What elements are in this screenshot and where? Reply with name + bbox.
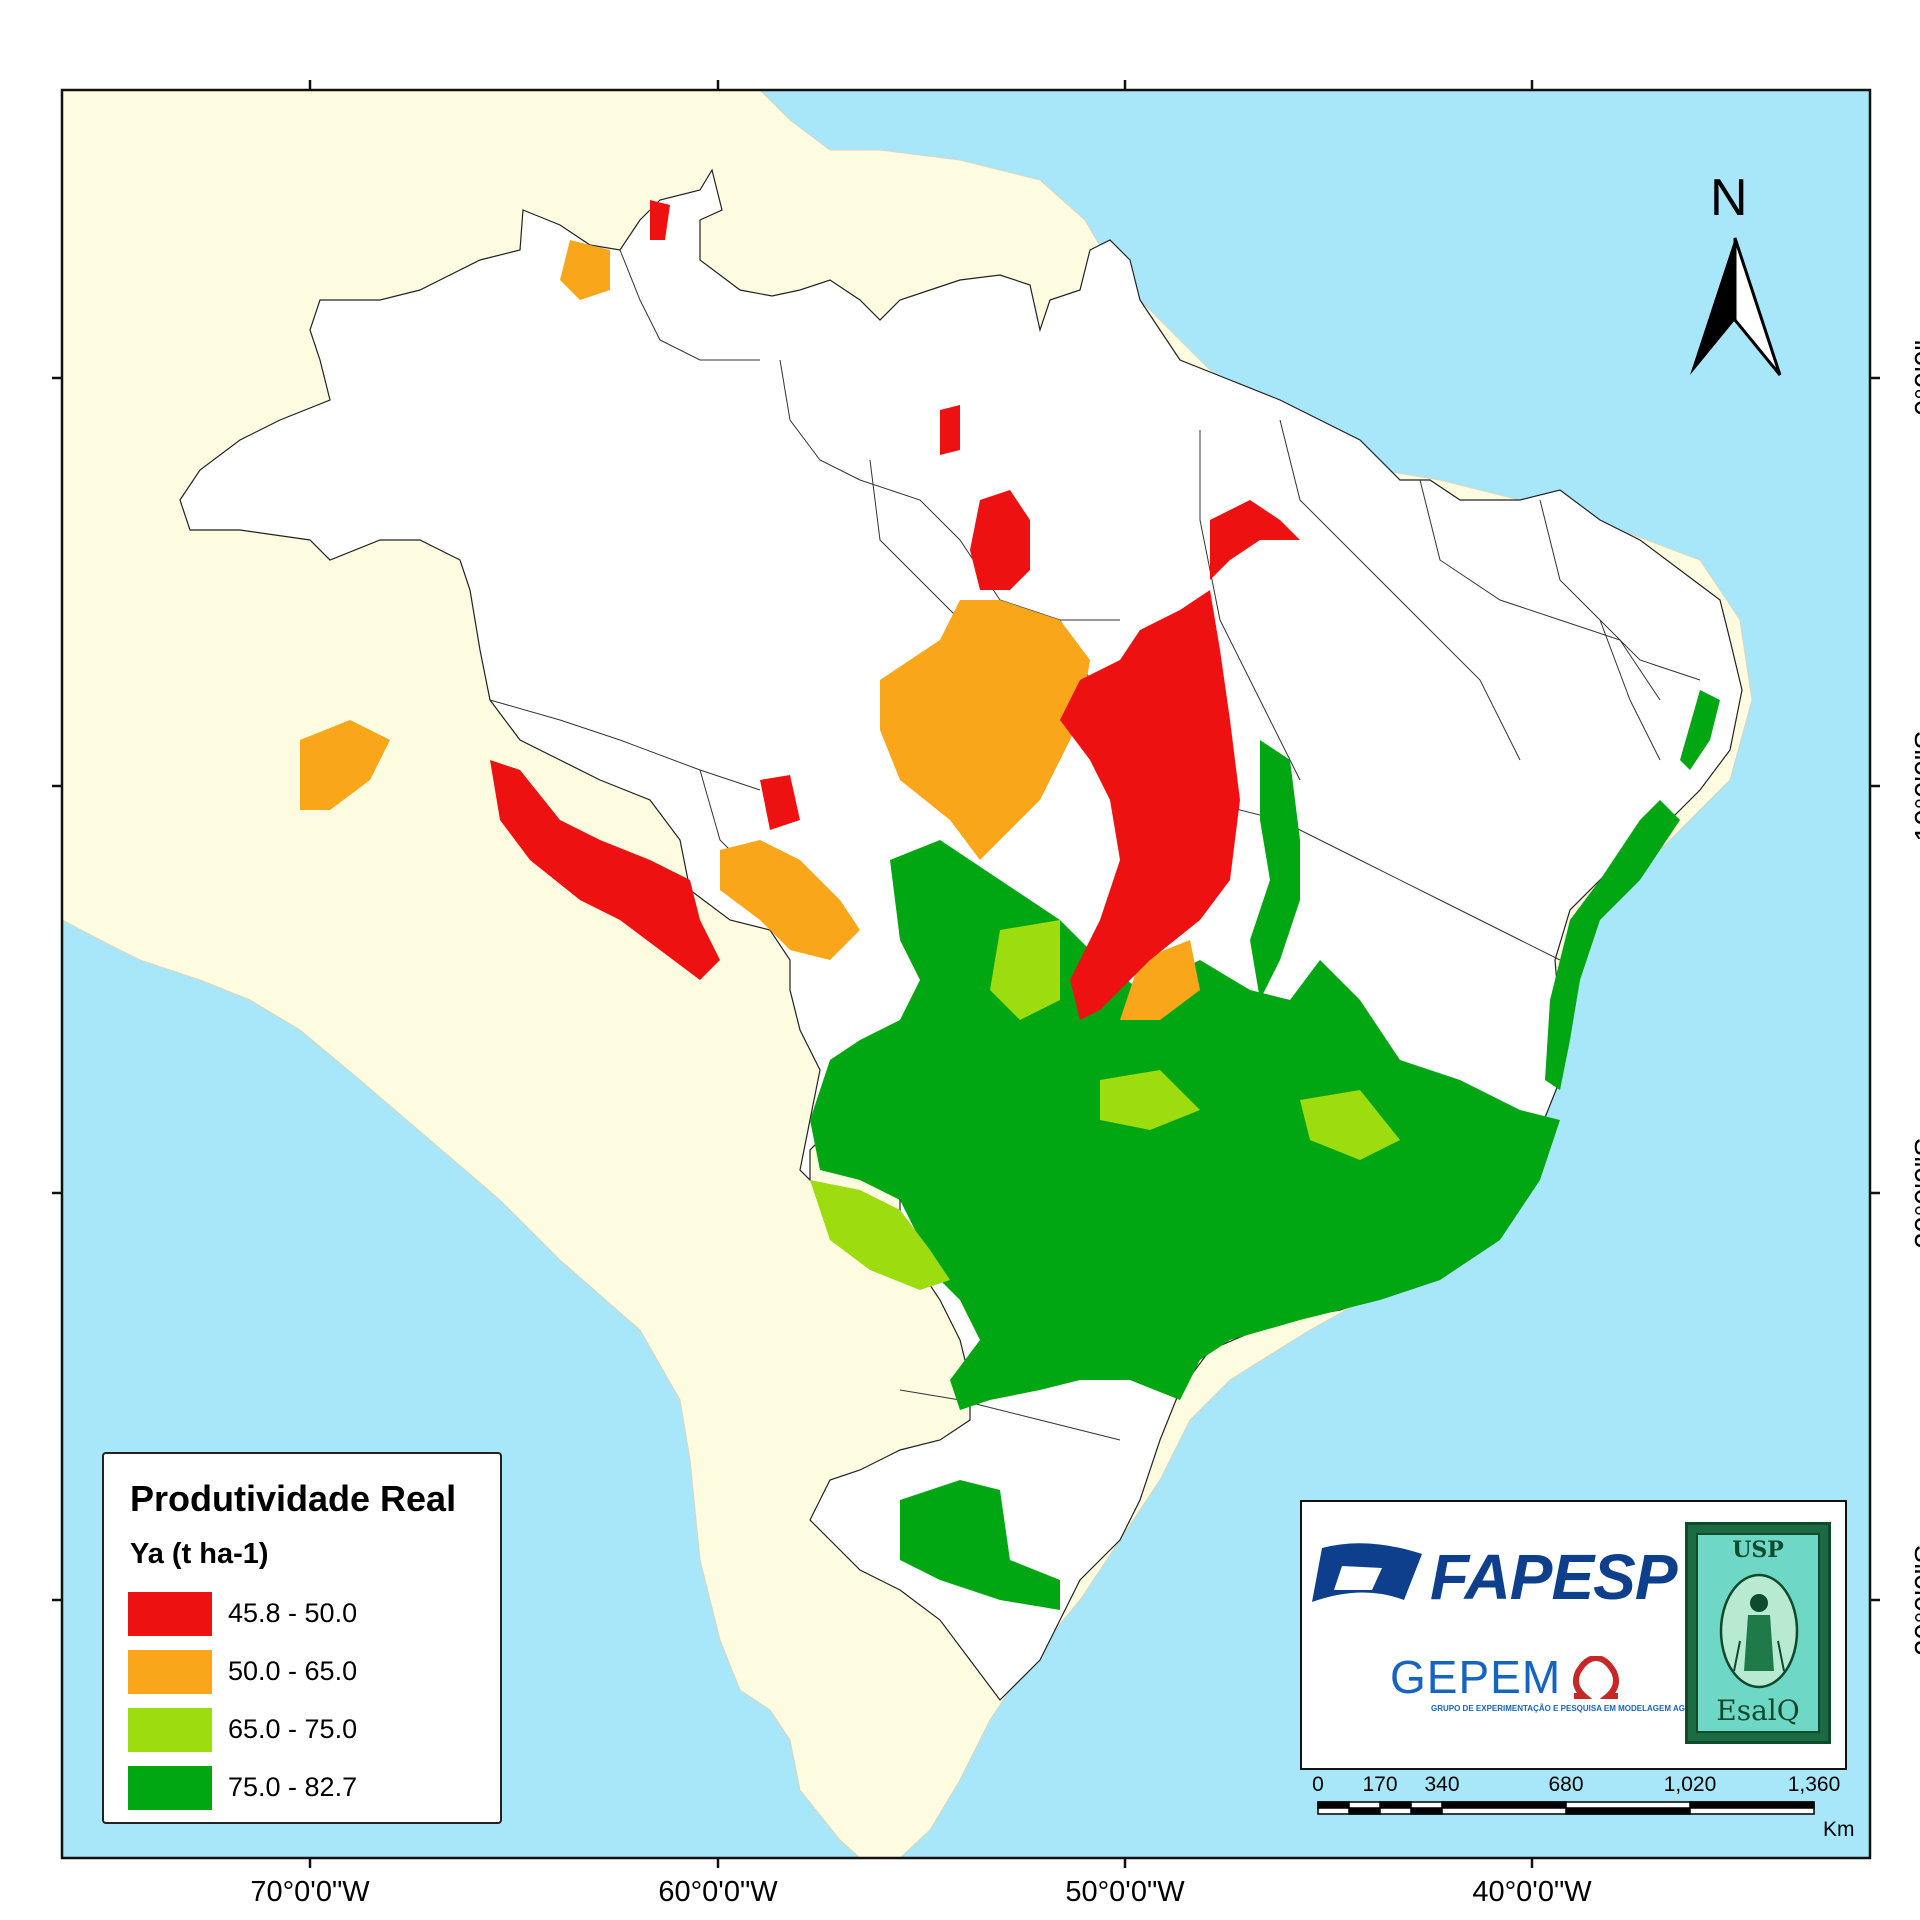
zone-green-south — [900, 1480, 1060, 1610]
legend: Produtividade Real Ya (t ha-1) 45.8 - 50… — [102, 1452, 502, 1824]
zone-orange-central — [880, 600, 1090, 860]
lon-label-60w: 60°0'0"W — [658, 1876, 778, 1908]
zone-orange-roraima — [560, 240, 610, 300]
lon-label-40w: 40°0'0"W — [1472, 1876, 1592, 1908]
scale-bar — [1317, 1801, 1815, 1815]
zone-lightgreen-a — [810, 1180, 950, 1290]
usp-label: USP — [1732, 1537, 1784, 1563]
legend-swatch — [128, 1708, 212, 1752]
legend-swatch — [128, 1592, 212, 1636]
lat-label-0: 0°0'0" — [1910, 340, 1920, 416]
legend-swatch — [128, 1766, 212, 1810]
legend-label: 45.8 - 50.0 — [228, 1598, 358, 1628]
legend-label: 75.0 - 82.7 — [228, 1772, 358, 1802]
zone-green-northeast — [1680, 690, 1720, 770]
lon-label-50w: 50°0'0"W — [1065, 1876, 1185, 1908]
scale-label: 340 — [1424, 1773, 1460, 1796]
zone-red-tocantins — [1060, 590, 1240, 1020]
esalq-badge-inner: USP EsalQ — [1696, 1533, 1820, 1733]
scale-label: 170 — [1362, 1773, 1398, 1796]
scale-unit: Km — [1823, 1818, 1855, 1841]
legend-title: Produtividade Real — [130, 1478, 457, 1519]
legend-subtitle: Ya (t ha-1) — [130, 1538, 269, 1570]
lon-label-70w: 70°0'0"W — [250, 1876, 370, 1908]
zone-orange-west — [720, 840, 860, 960]
zone-red-para — [970, 490, 1030, 590]
fapesp-logo: FAPESP — [1430, 1541, 1678, 1613]
zone-red-small-a — [760, 775, 800, 830]
lat-label-10s: 10°0'0"S — [1910, 730, 1920, 842]
zone-red-maranhao — [1210, 500, 1300, 580]
north-arrow-icon — [1690, 237, 1782, 376]
scale-label: 0 — [1312, 1773, 1324, 1796]
zone-red-rondonia — [490, 760, 720, 980]
zone-lightgreen-c — [1300, 1090, 1400, 1160]
zone-orange-acre — [300, 720, 390, 810]
legend-label: 50.0 - 65.0 — [228, 1656, 358, 1686]
esalq-label: EsalQ — [1716, 1694, 1800, 1727]
legend-swatch — [128, 1650, 212, 1694]
map-frame — [60, 88, 1872, 1860]
scale-label: 1,020 — [1663, 1773, 1717, 1796]
gepem-subtitle: GRUPO DE EXPERIMENTAÇÃO E PESQUISA EM MO… — [1431, 1704, 1716, 1713]
north-label: N — [1710, 169, 1748, 227]
zone-lightgreen-d — [1100, 1070, 1200, 1130]
fapesp-flag-icon — [1312, 1543, 1422, 1602]
zone-red-small-c — [650, 200, 670, 240]
scale-label: 1,360 — [1787, 1773, 1841, 1796]
esalq-usp-logo: USP EsalQ — [1685, 1522, 1831, 1744]
zone-green-coast — [1545, 800, 1680, 1090]
lat-label-30s: 30°0'0"S — [1910, 1544, 1920, 1656]
zone-red-small-b — [940, 405, 960, 455]
gepem-omega-icon — [1573, 1656, 1619, 1699]
lat-label-20s: 20°0'0"S — [1910, 1137, 1920, 1249]
esalq-emblem-icon — [1719, 1573, 1799, 1689]
scale-label: 680 — [1548, 1773, 1584, 1796]
yield-zones — [300, 200, 1720, 1610]
zone-lightgreen-b — [990, 920, 1060, 1020]
gepem-logo: GEPEM — [1390, 1651, 1562, 1703]
legend-label: 65.0 - 75.0 — [228, 1714, 358, 1744]
zone-green-tocantins — [1250, 740, 1300, 1000]
graticule-ticks — [52, 80, 1880, 1868]
